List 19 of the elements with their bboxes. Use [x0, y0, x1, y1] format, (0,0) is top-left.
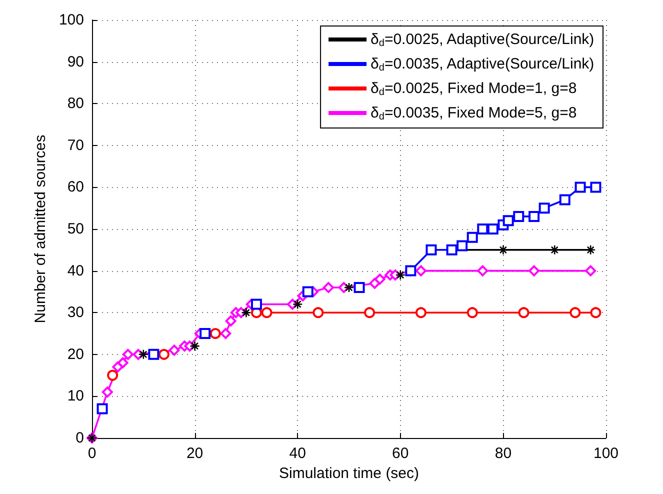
- x-tick-label: 80: [494, 445, 512, 462]
- y-tick-label: 50: [67, 220, 84, 238]
- x-tick-label: 100: [593, 445, 619, 462]
- x-axis-title: Simulation time (sec): [278, 465, 420, 482]
- x-tick-label: 40: [289, 445, 306, 462]
- y-tick-label: 70: [67, 136, 84, 154]
- y-tick-label: 20: [67, 346, 84, 363]
- y-tick-label: 90: [67, 53, 84, 70]
- y-tick-label: 100: [58, 12, 84, 28]
- y-tick-label: 40: [67, 262, 84, 280]
- y-tick-label: 60: [67, 178, 84, 196]
- y-tick-label: 10: [67, 388, 84, 405]
- y-tick-label: 30: [67, 304, 84, 322]
- y-tick-label: 0: [76, 430, 84, 446]
- x-tick-label: 20: [186, 445, 204, 462]
- x-tick-label: 60: [392, 445, 409, 462]
- y-axis-title: Number of admitted sources: [32, 134, 50, 324]
- y-tick-label: 80: [67, 95, 84, 112]
- x-tick-label: 0: [88, 445, 96, 462]
